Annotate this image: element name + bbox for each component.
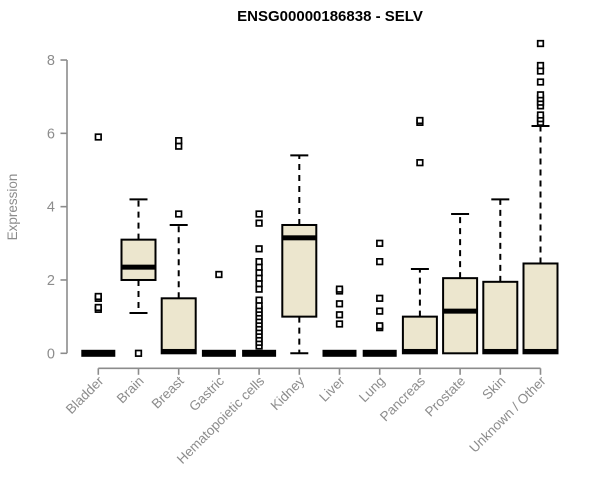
box-group xyxy=(120,198,157,357)
box-group xyxy=(482,198,519,355)
outlier-point xyxy=(255,210,263,218)
outlier-point xyxy=(416,116,424,125)
x-tick-label: Pancreas xyxy=(377,373,428,424)
iqr-box xyxy=(522,262,559,355)
x-tick-label: Skin xyxy=(479,373,508,402)
outlier-point xyxy=(376,294,384,302)
outlier-point xyxy=(416,159,424,167)
x-tick-label: Bladder xyxy=(63,373,107,417)
outlier-point xyxy=(175,210,183,218)
outlier-point xyxy=(376,258,384,266)
collapsed-box xyxy=(322,349,357,357)
box-group xyxy=(362,239,397,357)
y-tick-label: 8 xyxy=(47,53,55,69)
outlier-point xyxy=(94,292,102,301)
outlier-point xyxy=(335,285,344,293)
box-group xyxy=(160,137,197,355)
outlier-point xyxy=(376,322,384,330)
median-line xyxy=(282,235,317,241)
outlier-point xyxy=(255,258,263,266)
y-tick-label: 2 xyxy=(47,273,55,289)
outlier-point xyxy=(255,296,263,304)
x-tick-label: Brain xyxy=(114,373,147,406)
outlier-point xyxy=(255,219,263,227)
outlier-point xyxy=(255,245,263,253)
x-tick-label: Lung xyxy=(356,373,388,405)
x-tick-label: Kidney xyxy=(268,373,308,413)
x-tick-label: Liver xyxy=(316,373,348,405)
outlier-point xyxy=(536,61,545,70)
x-tick-label: Breast xyxy=(149,373,187,411)
box-group xyxy=(81,133,116,357)
outlier-point xyxy=(536,39,545,48)
plot-marks xyxy=(81,39,559,357)
collapsed-box xyxy=(242,349,277,357)
box-group xyxy=(281,154,318,355)
y-axis-label: Expression xyxy=(5,174,20,241)
outlier-point xyxy=(94,133,102,141)
outlier-point xyxy=(335,320,344,328)
median-line xyxy=(483,348,518,354)
chart-title: ENSG00000186838 - SELV xyxy=(237,8,423,25)
median-line xyxy=(402,348,437,354)
iqr-box xyxy=(160,297,197,355)
y-tick-label: 6 xyxy=(47,126,55,142)
outlier-point xyxy=(335,311,344,319)
box-group xyxy=(522,39,559,355)
box-group xyxy=(401,116,438,355)
collapsed-box xyxy=(81,349,116,357)
outlier-point xyxy=(376,239,384,247)
outlier-point xyxy=(536,91,545,99)
median-line xyxy=(121,264,156,270)
outlier-point xyxy=(134,349,143,357)
outlier-point xyxy=(536,111,545,119)
median-line xyxy=(443,308,478,314)
median-line xyxy=(161,348,196,354)
outlier-point xyxy=(536,78,545,86)
box-group xyxy=(201,270,236,357)
iqr-box xyxy=(482,280,519,355)
iqr-box xyxy=(442,277,479,355)
iqr-box xyxy=(120,238,157,281)
outlier-point xyxy=(175,137,183,145)
box-group xyxy=(242,210,277,357)
outlier-point xyxy=(335,300,344,308)
y-tick-label: 4 xyxy=(47,200,55,216)
x-tick-label: Prostate xyxy=(422,373,468,419)
y-tick-label: 0 xyxy=(47,346,55,362)
outlier-point xyxy=(94,303,102,312)
collapsed-box xyxy=(362,349,397,357)
box-group xyxy=(442,212,479,355)
outlier-point xyxy=(376,307,384,315)
box-group xyxy=(322,285,357,357)
collapsed-box xyxy=(201,349,236,357)
x-tick-label: Unknown / Other xyxy=(466,373,549,456)
iqr-box xyxy=(401,315,438,355)
median-line xyxy=(523,348,558,354)
outlier-point xyxy=(215,270,223,279)
